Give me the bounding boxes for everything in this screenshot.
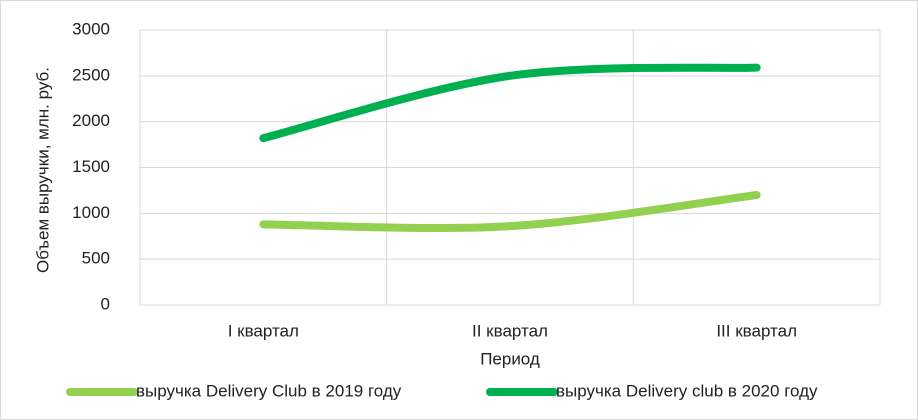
legend-label: выручка Delivery Club в 2019 году bbox=[136, 381, 402, 400]
y-tick-label: 1000 bbox=[72, 203, 110, 222]
y-tick-label: 2500 bbox=[72, 65, 110, 84]
x-axis-title: Период bbox=[480, 349, 540, 368]
y-tick-label: 3000 bbox=[72, 19, 110, 38]
legend-label: выручка Delivery club в 2020 году bbox=[556, 381, 818, 400]
y-tick-label: 500 bbox=[82, 249, 110, 268]
x-tick-label: I квартал bbox=[228, 321, 299, 340]
x-tick-label: II квартал bbox=[472, 321, 548, 340]
y-axis-title: Объем выручки, млн. руб. bbox=[33, 67, 52, 273]
x-tick-label: III квартал bbox=[716, 321, 797, 340]
series-line bbox=[259, 63, 761, 143]
y-tick-label: 1500 bbox=[72, 157, 110, 176]
series-line bbox=[259, 191, 761, 232]
y-tick-label: 2000 bbox=[72, 111, 110, 130]
y-tick-label: 0 bbox=[101, 294, 110, 313]
